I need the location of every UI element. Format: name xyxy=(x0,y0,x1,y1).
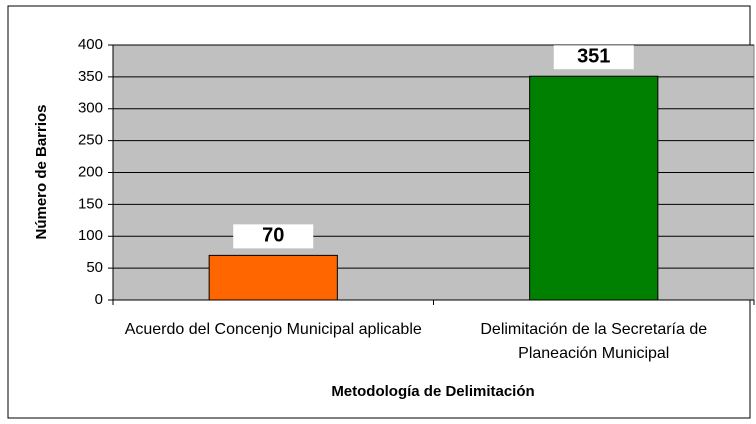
y-tick-label: 200 xyxy=(78,163,103,180)
y-tick-label: 100 xyxy=(78,227,103,244)
data-label: 351 xyxy=(577,46,610,68)
x-axis-title: Metodología de Delimitación xyxy=(331,383,534,400)
data-label-bg xyxy=(553,45,634,70)
y-tick-label: 300 xyxy=(78,100,103,117)
y-tick-label: 400 xyxy=(78,36,103,53)
data-label: 70 xyxy=(262,225,284,247)
y-tick-label: 50 xyxy=(86,259,103,276)
data-label-bg xyxy=(233,224,314,249)
y-tick-label: 0 xyxy=(95,291,103,308)
y-tick-label: 350 xyxy=(78,68,103,85)
x-tick-label: Delimitación de la Secretaría de Planeac… xyxy=(480,321,708,362)
bar xyxy=(208,254,338,301)
y-tick-label: 150 xyxy=(78,195,103,212)
bar xyxy=(529,75,659,301)
x-tick-label: Acuerdo del Concenjo Municipal aplicable xyxy=(124,321,422,338)
y-tick-label: 250 xyxy=(78,132,103,149)
y-axis-title: Número de Barrios xyxy=(33,104,50,239)
